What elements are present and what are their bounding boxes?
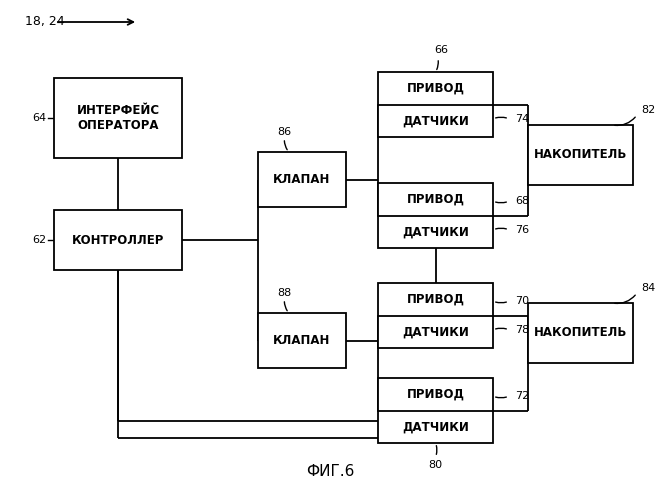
Bar <box>378 183 493 248</box>
Text: 86: 86 <box>278 127 292 137</box>
Bar <box>54 210 182 270</box>
Text: ПРИВОД: ПРИВОД <box>407 292 465 306</box>
Text: 68: 68 <box>515 196 529 206</box>
Bar <box>54 78 182 158</box>
Text: КЛАПАН: КЛАПАН <box>273 334 330 347</box>
Text: ДАТЧИКИ: ДАТЧИКИ <box>402 325 469 338</box>
Bar <box>528 125 633 185</box>
Bar <box>378 72 493 137</box>
Text: 84: 84 <box>641 283 655 293</box>
Text: НАКОПИТЕЛЬ: НАКОПИТЕЛЬ <box>534 326 627 340</box>
Text: 70: 70 <box>515 296 529 306</box>
Text: КОНТРОЛЛЕР: КОНТРОЛЛЕР <box>72 234 164 246</box>
Text: 66: 66 <box>434 45 448 55</box>
Text: 76: 76 <box>515 225 529 235</box>
Text: 82: 82 <box>641 105 655 115</box>
Text: 62: 62 <box>32 235 46 245</box>
Text: ПРИВОД: ПРИВОД <box>407 82 465 95</box>
Text: ФИГ.6: ФИГ.6 <box>306 464 355 479</box>
Text: НАКОПИТЕЛЬ: НАКОПИТЕЛЬ <box>534 148 627 162</box>
Bar <box>378 378 493 443</box>
Text: ДАТЧИКИ: ДАТЧИКИ <box>402 225 469 238</box>
Bar <box>258 152 346 207</box>
Text: ДАТЧИКИ: ДАТЧИКИ <box>402 420 469 433</box>
Text: 88: 88 <box>277 288 292 298</box>
Text: 64: 64 <box>32 113 46 123</box>
Bar <box>258 313 346 368</box>
Text: 78: 78 <box>515 325 529 335</box>
Text: 72: 72 <box>515 391 529 401</box>
Bar <box>378 283 493 348</box>
Bar <box>528 303 633 363</box>
Text: ИНТЕРФЕЙС
ОПЕРАТОРА: ИНТЕРФЕЙС ОПЕРАТОРА <box>77 104 159 132</box>
Text: 74: 74 <box>515 114 529 124</box>
Text: ПРИВОД: ПРИВОД <box>407 388 465 401</box>
Text: ДАТЧИКИ: ДАТЧИКИ <box>402 114 469 127</box>
Text: КЛАПАН: КЛАПАН <box>273 173 330 186</box>
Text: ПРИВОД: ПРИВОД <box>407 192 465 206</box>
Text: 18, 24: 18, 24 <box>25 16 65 28</box>
Text: 80: 80 <box>428 460 443 470</box>
